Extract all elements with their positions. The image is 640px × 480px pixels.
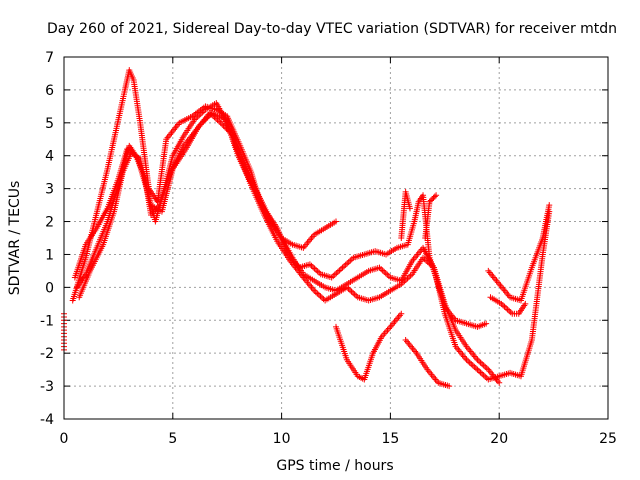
data-point	[204, 114, 211, 121]
y-tick-label: 4	[45, 149, 54, 165]
y-tick-label: 2	[45, 215, 54, 231]
data-point	[198, 120, 205, 127]
y-tick-label: 3	[45, 182, 54, 198]
x-tick-label: 5	[168, 431, 177, 447]
data-point	[430, 194, 437, 201]
x-tick-label: 20	[490, 431, 508, 447]
x-tick-labels: 0 5 10 15 20 25	[60, 431, 617, 447]
data-point	[217, 119, 224, 126]
y-axis-label: SDTVAR / TECUs	[7, 181, 23, 296]
y-tick-label: 5	[45, 116, 54, 132]
grid-lines	[64, 57, 608, 419]
x-tick-label: 10	[273, 431, 291, 447]
data-point	[406, 205, 413, 212]
y-tick-label: -1	[40, 313, 54, 329]
data-point	[219, 121, 226, 128]
data-point	[203, 115, 210, 122]
y-tick-label: 1	[45, 247, 54, 263]
y-tick-label: -4	[40, 412, 54, 428]
data-point	[429, 196, 436, 203]
data-point	[197, 121, 204, 128]
series-track-j	[398, 188, 413, 241]
data-point	[427, 197, 434, 204]
data-point	[200, 118, 207, 125]
data-point	[398, 310, 405, 317]
data-point	[206, 112, 213, 119]
series-track-d	[76, 109, 503, 386]
data-point	[546, 202, 553, 209]
x-tick-label: 15	[381, 431, 399, 447]
data-point	[483, 320, 490, 327]
series-track-i	[487, 294, 529, 317]
y-tick-label: 0	[45, 280, 54, 296]
x-tick-label: 0	[60, 431, 69, 447]
data-point	[201, 117, 208, 124]
data-point	[431, 193, 438, 200]
data-markers	[61, 67, 553, 390]
data-point	[433, 192, 440, 199]
series-track-a	[69, 67, 339, 304]
data-point	[446, 383, 453, 390]
x-axis-label: GPS time / hours	[276, 458, 393, 474]
series-track-g	[402, 337, 453, 390]
data-point	[195, 123, 202, 130]
data-point	[426, 198, 433, 205]
series-track-h	[485, 202, 553, 304]
series-track-k	[422, 192, 440, 241]
y-tick-labels: -4 -3 -2 -1 0 1 2 3 4 5 6 7	[40, 50, 54, 428]
data-point	[522, 300, 529, 307]
y-tick-label: -3	[40, 379, 54, 395]
data-point	[496, 379, 503, 386]
data-point	[207, 111, 214, 118]
x-tick-label: 25	[599, 431, 617, 447]
series-track-f	[333, 310, 405, 383]
y-tick-label: 7	[45, 50, 54, 66]
chart-title: Day 260 of 2021, Sidereal Day-to-day VTE…	[47, 21, 617, 37]
plot-frame	[63, 56, 609, 420]
y-tick-label: -2	[40, 346, 54, 362]
y-tick-label: 6	[45, 83, 54, 99]
data-point	[333, 218, 339, 225]
